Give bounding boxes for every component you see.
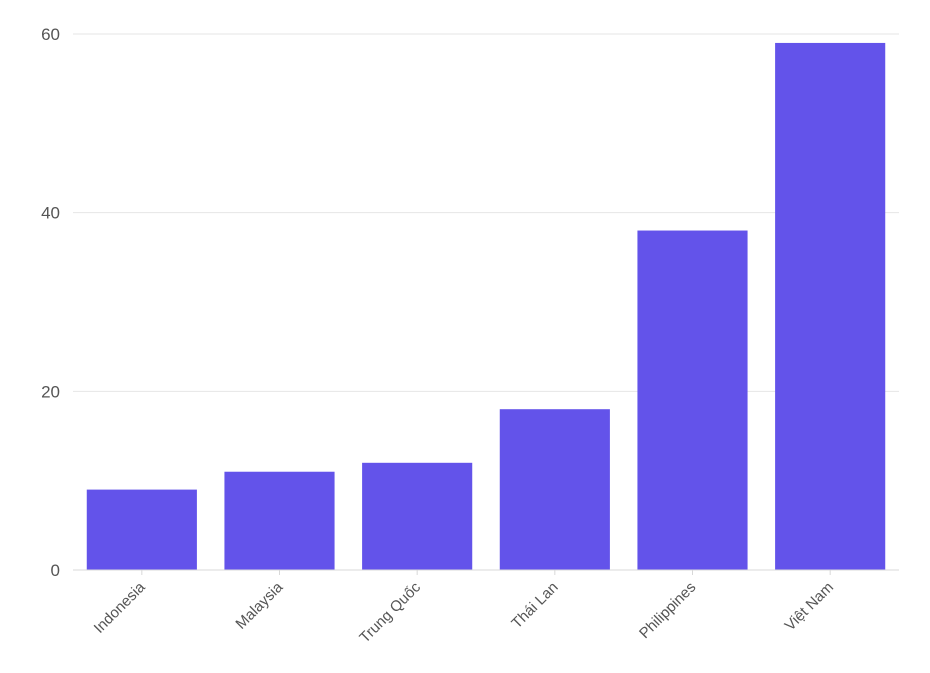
- bars: [86, 42, 886, 571]
- y-tick-label: 0: [51, 561, 60, 580]
- x-tick-label: Malaysia: [232, 578, 286, 632]
- x-tick-label: Trung Quốc: [356, 578, 424, 646]
- y-tick-label: 60: [41, 25, 60, 44]
- bar: [775, 42, 886, 570]
- bar: [86, 489, 197, 570]
- y-axis-ticks: 0 20 40 60: [41, 25, 60, 580]
- bar: [362, 462, 473, 570]
- y-tick-label: 20: [41, 382, 60, 401]
- gridlines: [73, 33, 899, 392]
- x-axis-ticks: Indonesia Malaysia Trung Quốc Thái Lan Phili…: [91, 570, 837, 646]
- y-tick-label: 40: [41, 204, 60, 223]
- x-tick-label: Philippines: [636, 579, 699, 642]
- bar: [637, 230, 748, 571]
- x-tick-label: Việt Nam: [782, 579, 837, 634]
- x-tick-label: Thái Lan: [508, 579, 561, 632]
- bar: [499, 409, 610, 570]
- x-tick-label: Indonesia: [91, 578, 149, 636]
- bar: [224, 471, 335, 570]
